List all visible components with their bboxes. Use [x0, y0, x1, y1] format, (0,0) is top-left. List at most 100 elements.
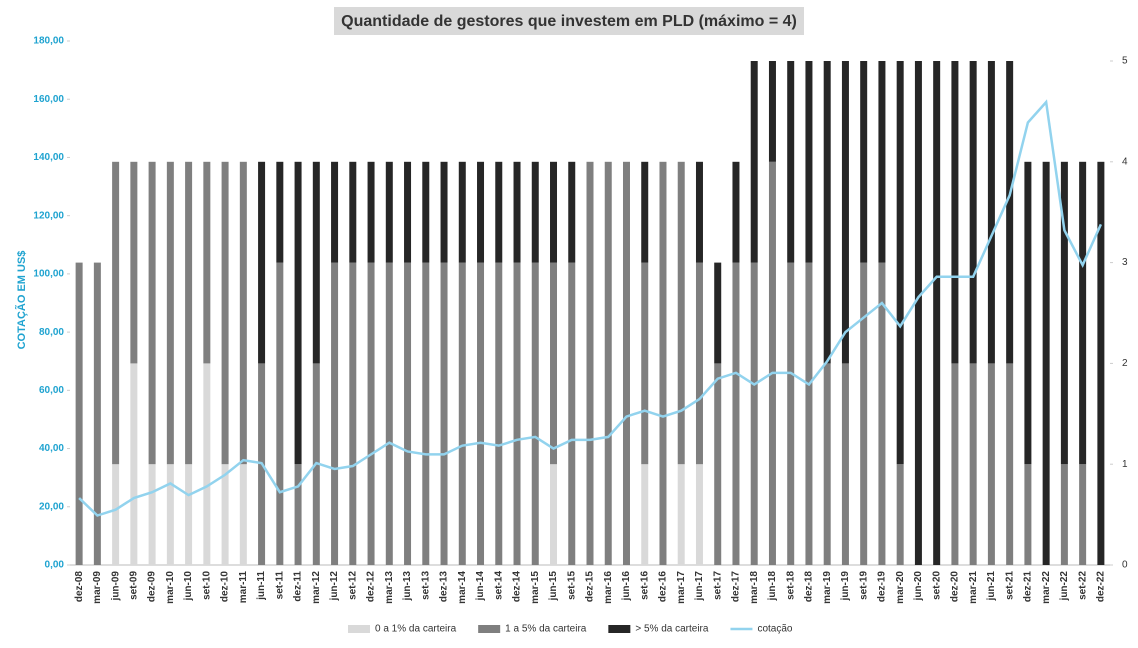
- bar-segment: [878, 61, 886, 263]
- bar-segment: [312, 161, 320, 364]
- bar-segment: [714, 363, 722, 565]
- x-tick-label: dez-20: [950, 571, 961, 603]
- x-tick-label: jun-21: [986, 571, 997, 602]
- bar-segment: [203, 161, 211, 364]
- bar-segment: [112, 464, 120, 565]
- bar-segment: [1024, 161, 1032, 465]
- bar-segment: [914, 61, 922, 565]
- legend-label: > 5% da carteira: [635, 624, 709, 635]
- x-tick-label: dez-11: [293, 571, 304, 602]
- bar-segment: [239, 161, 247, 465]
- bar-segment: [969, 363, 977, 565]
- x-tick-label: dez-10: [220, 571, 231, 603]
- bar-segment: [130, 161, 138, 364]
- x-tick-label: dez-15: [585, 571, 596, 603]
- bar-segment: [166, 161, 174, 465]
- bar-segment: [677, 161, 685, 465]
- x-tick-label: set-19: [858, 571, 869, 600]
- bar-segment: [641, 464, 649, 565]
- legend-label: 0 a 1% da carteira: [375, 624, 457, 635]
- bar-segment: [367, 161, 375, 263]
- y2-tick-label: 4: [1122, 156, 1128, 167]
- x-tick-label: mar-21: [968, 571, 979, 604]
- bar-segment: [1060, 464, 1068, 565]
- x-tick-label: dez-17: [731, 571, 742, 603]
- bar-segment: [1097, 161, 1105, 566]
- bar-segment: [823, 363, 831, 565]
- bar-segment: [805, 61, 813, 263]
- bar-segment: [714, 262, 722, 364]
- bar-segment: [294, 464, 302, 565]
- bar-segment: [568, 161, 576, 263]
- bar-segment: [896, 61, 904, 465]
- x-tick-label: set-17: [712, 571, 723, 600]
- bar-segment: [148, 464, 156, 565]
- bar-segment: [951, 61, 959, 364]
- bar-segment: [1024, 464, 1032, 565]
- line: [78, 99, 1103, 517]
- bar-segment: [422, 262, 430, 565]
- bar-segment: [951, 363, 959, 565]
- x-tick-label: mar-11: [238, 571, 249, 604]
- bar-segment: [166, 464, 174, 565]
- bar-segment: [112, 161, 120, 465]
- x-tick-label: set-14: [493, 571, 504, 600]
- bar-segment: [221, 161, 229, 465]
- x-tick-label: set-18: [785, 571, 796, 600]
- x-tick-label: set-22: [1077, 571, 1088, 600]
- x-tick-label: set-09: [129, 571, 140, 600]
- bar-segment: [458, 262, 466, 565]
- x-tick-label: mar-09: [92, 571, 103, 604]
- x-tick-label: mar-10: [165, 571, 176, 604]
- bar-segment: [531, 262, 539, 565]
- bar-segment: [258, 161, 266, 364]
- bar-segment: [440, 161, 448, 263]
- bar-segment: [860, 262, 868, 565]
- y-tick-label: 0,00: [45, 560, 65, 571]
- bar-segment: [458, 161, 466, 263]
- bar-segment: [513, 262, 521, 565]
- x-tick-label: dez-14: [512, 571, 523, 603]
- bar-segment: [1006, 363, 1014, 565]
- x-tick-label: mar-13: [384, 571, 395, 604]
- y-tick-label: 20,00: [39, 501, 64, 512]
- title-box: [334, 7, 804, 35]
- bar-segment: [860, 61, 868, 263]
- x-tick-label: dez-13: [439, 571, 450, 603]
- bar-segment: [732, 161, 740, 263]
- x-tick-label: set-21: [1004, 571, 1015, 600]
- bar-segment: [513, 161, 521, 263]
- x-tick-label: dez-12: [366, 571, 377, 603]
- x-tick-label: set-13: [420, 571, 431, 600]
- bar-segment: [896, 464, 904, 565]
- bar-segment: [586, 161, 594, 566]
- x-tick-label: set-20: [931, 571, 942, 600]
- legend-swatch: [608, 625, 631, 633]
- y-tick-label: 100,00: [33, 269, 64, 280]
- y-axis-title: COTAÇÃO EM US$: [15, 251, 28, 350]
- bar-segment: [349, 262, 357, 565]
- bar-segment: [659, 161, 667, 566]
- bar-segment: [987, 61, 995, 364]
- x-tick-label: jun-12: [329, 571, 340, 602]
- x-tick-label: set-12: [347, 571, 358, 600]
- y2-tick-label: 0: [1122, 560, 1128, 571]
- bar-segment: [276, 262, 284, 565]
- bar-segment: [477, 262, 485, 565]
- bar-segment: [878, 262, 886, 565]
- bar-segment: [677, 464, 685, 565]
- bar-segment: [1079, 161, 1087, 465]
- x-tick-label: set-15: [566, 571, 577, 600]
- x-tick-label: mar-16: [603, 571, 614, 604]
- x-tick-label: jun-09: [110, 571, 121, 602]
- y2-tick-label: 1: [1122, 459, 1128, 470]
- bar-segment: [841, 61, 849, 364]
- bar-segment: [622, 161, 630, 566]
- x-tick-label: mar-20: [895, 571, 906, 604]
- bar-segment: [130, 363, 138, 565]
- x-tick-label: mar-19: [822, 571, 833, 604]
- chart-title: Quantidade de gestores que investem em P…: [341, 13, 797, 30]
- x-tick-label: jun-10: [183, 571, 194, 602]
- bar-segment: [495, 262, 503, 565]
- y-tick-label: 140,00: [33, 152, 64, 163]
